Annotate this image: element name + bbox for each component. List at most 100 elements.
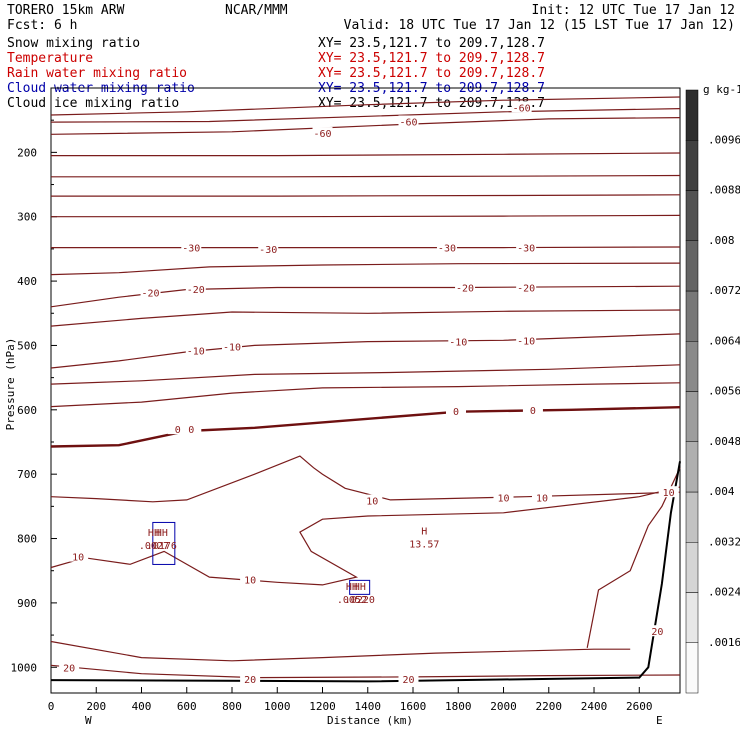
field-xy: XY= 23.5,121.7 to 209.7,128.7 [318,36,545,51]
colorbar-swatch [685,642,699,694]
temperature-contour-line [50,364,681,385]
temperature-contour-line [51,246,681,249]
colorbar-swatch [685,491,699,543]
extremum-value: 13.57 [409,540,439,551]
contour-label: -60 [513,103,531,114]
temperature-contour-line [50,285,681,308]
contour-label-bg [455,281,476,293]
contour-label-bg [658,486,679,498]
temperature-contour-line [50,664,681,679]
colorbar-tick-label: .0064 [708,334,740,347]
extremum-value: .0220 [345,595,375,606]
contour-label-bg [185,344,206,356]
colorbar-swatch [685,89,699,141]
y-tick-label: 500 [17,339,37,352]
field-name: Rain water mixing ratio [7,66,187,81]
contour-label: 10 [244,576,256,587]
y-tick-label: 700 [17,468,37,481]
extremum-marker: HH [156,528,168,539]
temperature-contour-line [50,455,681,503]
contour-label-bg [312,127,333,139]
west-label: W [85,714,92,727]
contour-label-bg [167,423,188,435]
axes: 0 200 400 600 800 1000 1200 1400 1600 1800 2000 220… [11,119,653,713]
contour-label-bg [222,340,243,352]
field-name: Cloud ice mixing ratio [7,96,179,111]
x-tick-label: 1600 [400,700,427,713]
contour-label: 20 [402,675,414,686]
contour-label-bg [240,573,261,585]
contour-label-bg [516,241,537,253]
contour-label: 0 [175,425,181,436]
x-tick-label: 2200 [536,700,563,713]
contour-label-bg [258,242,279,254]
contour-label: -30 [438,244,456,255]
y-tick-label: 600 [17,404,37,417]
contour-label: -10 [223,343,241,354]
temperature-contour-line [51,152,681,157]
contour-label-bg [436,241,457,253]
contour-label: -20 [517,284,535,295]
temperature-contour-line [50,309,681,327]
colorbar-tick-label: .0072 [708,284,740,297]
x-tick-label: 200 [86,700,106,713]
contour-label-bg [522,403,543,415]
x-tick-label: 800 [222,700,242,713]
y-tick-label: 400 [17,275,37,288]
x-tick-label: 0 [48,700,55,713]
contour-label-bg [398,115,419,127]
contour-label: 20 [651,627,663,638]
contour-label-bg [362,494,383,506]
field-xy: XY= 23.5,121.7 to 209.7,128.7 [318,51,545,66]
contour-label-bg [448,335,469,347]
freezing-contour-line [50,406,681,448]
x-tick-label: 1200 [309,700,336,713]
contour-label: -10 [517,336,535,347]
contour-label-bg [516,281,537,293]
colorbar-tick-label: .008 [708,234,735,247]
contour-label-bg [493,491,514,503]
y-tick-label: 1000 [11,661,38,674]
cloud-water-contour [152,521,176,565]
contour-label-bg [516,334,537,346]
y-tick-label: 900 [17,597,37,610]
temperature-contour-line [586,467,681,649]
extremum-value: .0027 [139,541,169,552]
colorbar-swatch [685,341,699,392]
x-tick-label: 2000 [490,700,517,713]
x-tick-label: 400 [132,700,152,713]
contour-label-bg [181,241,202,253]
contour-label: -30 [517,244,535,255]
contour-label: 0 [188,425,194,436]
colorbar-swatch [685,240,699,292]
cloud-water-contour [349,579,371,595]
model-title: TORERO 15km ARW [7,3,125,18]
x-axis-label: Distance (km) [327,714,413,727]
field-xy: XY= 23.5,121.7 to 209.7,128.7 [318,96,545,111]
contour-label: -20 [456,284,474,295]
x-tick-label: 1000 [264,700,291,713]
contour-label: 0 [530,406,536,417]
extremum-value: .0176 [147,541,177,552]
init-time: Init: 12 UTC Tue 17 Jan 12 [532,3,736,18]
valid-time: Valid: 18 UTC Tue 17 Jan 12 (15 LST Tue … [344,18,735,33]
contour-label-bg [531,491,552,503]
y-tick-label: 300 [17,211,37,224]
contour-label: 10 [536,493,548,504]
contour-label-bg [647,625,668,637]
temperature-contours [50,96,681,683]
temperature-contour-line [51,214,681,218]
contour-label: -30 [182,244,200,255]
field-name: Snow mixing ratio [7,36,140,51]
temperature-contour-line [50,333,681,369]
contour-label: 10 [663,488,675,499]
temperature-contour-line [50,382,681,408]
colorbar-swatch [685,441,699,493]
temperature-contour-line [51,194,681,197]
x-tick-label: 600 [177,700,197,713]
extremum-marker: HH [346,582,358,593]
contour-label: 20 [244,675,256,686]
y-tick-label: 200 [17,146,37,159]
terrain-line [50,461,681,683]
